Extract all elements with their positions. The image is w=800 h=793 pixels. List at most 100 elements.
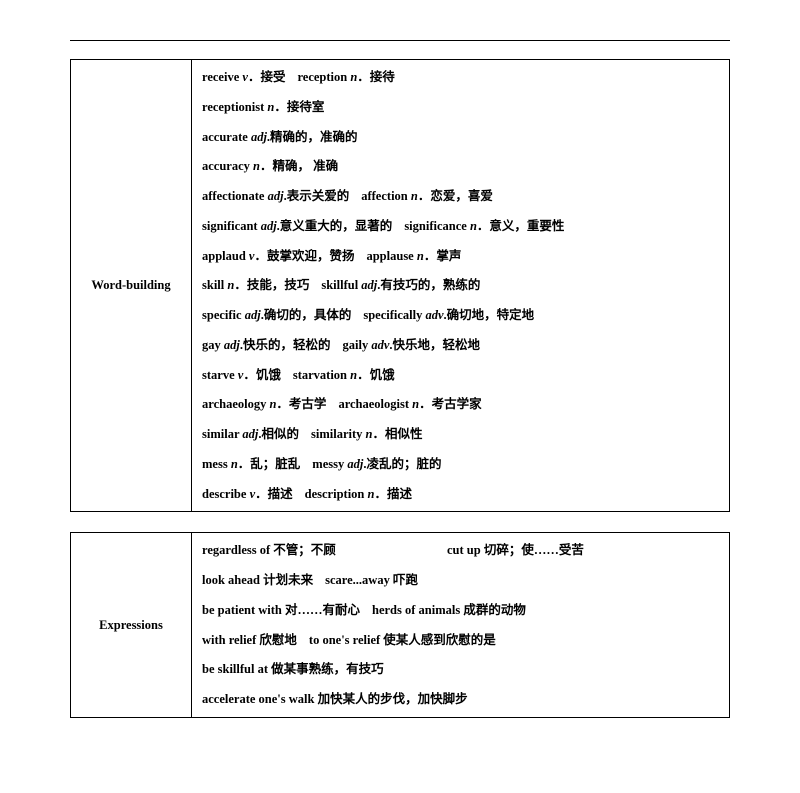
vocab-line: be skillful at 做某事熟练，有技巧	[202, 660, 719, 679]
vocab-segment: ．接待室	[274, 100, 324, 114]
vocab-segment: adv	[371, 338, 389, 352]
vocab-segment: adj	[245, 308, 261, 322]
vocab-segment: starve	[202, 368, 238, 382]
expressions-content: regardless of 不管；不顾cut up 切碎；使……受苦 look a…	[192, 533, 730, 718]
vocab-segment: reception	[297, 70, 350, 84]
vocab-line: starve v．饥饿starvation n．饥饿	[202, 366, 719, 385]
vocab-segment: archaeology	[202, 397, 269, 411]
word-building-label: Word-building	[71, 60, 192, 512]
vocab-segment: n	[417, 249, 424, 263]
vocab-segment: adj	[361, 278, 377, 292]
vocab-segment: ．掌声	[424, 249, 462, 263]
vocab-segment: specific	[202, 308, 245, 322]
vocab-segment: .意义重大的，显著的	[277, 219, 393, 233]
vocab-segment: mess	[202, 457, 231, 471]
vocab-segment: adj	[261, 219, 277, 233]
vocab-line: mess n．乱；脏乱 messy adj.凌乱的；脏的	[202, 455, 719, 474]
vocab-line: accelerate one's walk 加快某人的步伐，加快脚步	[202, 690, 719, 709]
vocab-line: with relief 欣慰地 to one's relief 使某人感到欣慰的是	[202, 631, 719, 650]
vocab-segment: n	[411, 189, 418, 203]
vocab-segment: .相似的	[258, 427, 299, 441]
vocab-segment: affection	[361, 189, 411, 203]
vocab-segment: to one's relief 使某人感到欣慰的是	[309, 633, 496, 647]
document-page: Word-building receive v．接受reception n．接待…	[0, 0, 800, 758]
vocab-line: skill n．技能，技巧skillful adj.有技巧的，熟练的	[202, 276, 719, 295]
vocab-segment: .凌乱的；脏的	[363, 457, 441, 471]
word-building-content: receive v．接受reception n．接待receptionist n…	[192, 60, 730, 512]
vocab-segment: adj	[347, 457, 363, 471]
vocab-segment: describe	[202, 487, 250, 501]
vocab-segment: ．鼓掌欢迎，赞扬	[254, 249, 354, 263]
vocab-line: receptionist n．接待室	[202, 98, 719, 117]
vocab-line: describe v．描述description n．描述	[202, 485, 719, 504]
vocab-segment: ．技能，技巧	[234, 278, 309, 292]
vocab-line: accurate adj.精确的，准确的	[202, 128, 719, 147]
vocab-segment: .表示关爱的	[284, 189, 350, 203]
vocab-segment: adj	[224, 338, 240, 352]
vocab-segment: .确切地，特定地	[444, 308, 535, 322]
vocab-segment: significance	[404, 219, 470, 233]
vocab-segment: scare...away 吓跑	[325, 573, 418, 587]
vocab-segment: messy	[312, 457, 347, 471]
vocab-segment: gaily	[343, 338, 372, 352]
vocab-segment: applaud	[202, 249, 249, 263]
vocab-segment: ．描述	[255, 487, 293, 501]
vocab-line: archaeology n．考古学archaeologist n．考古学家	[202, 395, 719, 414]
vocab-segment: gay	[202, 338, 224, 352]
vocab-segment: similarity	[311, 427, 366, 441]
vocab-line: be patient with 对……有耐心 herds of animals 成…	[202, 601, 719, 620]
vocab-segment: ．饥饿	[243, 368, 281, 382]
vocab-segment: .快乐的，轻松的	[240, 338, 331, 352]
vocab-line: look ahead 计划未来 scare...away 吓跑	[202, 571, 719, 590]
expressions-table: Expressions regardless of 不管；不顾cut up 切碎…	[70, 532, 730, 718]
vocab-segment: accurate	[202, 130, 251, 144]
vocab-line: regardless of 不管；不顾cut up 切碎；使……受苦	[202, 541, 719, 560]
vocab-line: similar adj.相似的 similarity n．相似性	[202, 425, 719, 444]
vocab-segment: ．接受	[248, 70, 286, 84]
vocab-segment: ．描述	[374, 487, 412, 501]
vocab-segment: ．乱；脏乱	[238, 457, 301, 471]
vocab-segment: adj	[251, 130, 267, 144]
vocab-segment: n	[231, 457, 238, 471]
vocab-segment: .精确的，准确的	[267, 130, 358, 144]
vocab-segment: .有技巧的，熟练的	[377, 278, 480, 292]
vocab-segment: archaeologist	[338, 397, 412, 411]
vocab-segment: ．考古学家	[419, 397, 482, 411]
vocab-segment: herds of animals 成群的动物	[372, 603, 526, 617]
vocab-segment: ．接待	[357, 70, 395, 84]
vocab-segment: be skillful at 做某事熟练，有技巧	[202, 662, 384, 676]
top-horizontal-rule	[70, 40, 730, 41]
vocab-line: accuracy n．精确， 准确	[202, 157, 719, 176]
vocab-segment: ．饥饿	[357, 368, 395, 382]
vocab-segment: .确切的，具体的	[261, 308, 352, 322]
vocab-line: applaud v．鼓掌欢迎，赞扬applause n．掌声	[202, 247, 719, 266]
vocab-segment: with relief 欣慰地	[202, 633, 297, 647]
vocab-segment: description	[305, 487, 368, 501]
vocab-segment: look ahead 计划未来	[202, 573, 313, 587]
vocab-segment: affectionate	[202, 189, 268, 203]
vocab-segment: accuracy	[202, 159, 253, 173]
expressions-label: Expressions	[71, 533, 192, 718]
vocab-segment: ．意义，重要性	[477, 219, 565, 233]
vocab-segment: be patient with 对……有耐心	[202, 603, 360, 617]
vocab-segment: n	[470, 219, 477, 233]
vocab-segment: receptionist	[202, 100, 267, 114]
vocab-segment: adj	[268, 189, 284, 203]
vocab-segment: applause	[366, 249, 416, 263]
vocab-segment: adj	[242, 427, 258, 441]
vocab-segment: .快乐地，轻松地	[389, 338, 480, 352]
vocab-line: gay adj.快乐的，轻松的 gaily adv.快乐地，轻松地	[202, 336, 719, 355]
vocab-line: affectionate adj.表示关爱的 affection n．恋爱，喜爱	[202, 187, 719, 206]
vocab-line: specific adj.确切的，具体的 specifically adv.确切地…	[202, 306, 719, 325]
vocab-segment: skillful	[321, 278, 361, 292]
vocab-segment: specifically	[363, 308, 425, 322]
vocab-segment: n	[366, 427, 373, 441]
vocab-segment: skill	[202, 278, 227, 292]
vocab-line: receive v．接受reception n．接待	[202, 68, 719, 87]
vocab-segment: ．相似性	[373, 427, 423, 441]
vocab-segment: ．恋爱，喜爱	[418, 189, 493, 203]
vocab-segment: starvation	[293, 368, 350, 382]
vocab-segment: adv	[425, 308, 443, 322]
vocab-segment: similar	[202, 427, 242, 441]
vocab-segment: significant	[202, 219, 261, 233]
